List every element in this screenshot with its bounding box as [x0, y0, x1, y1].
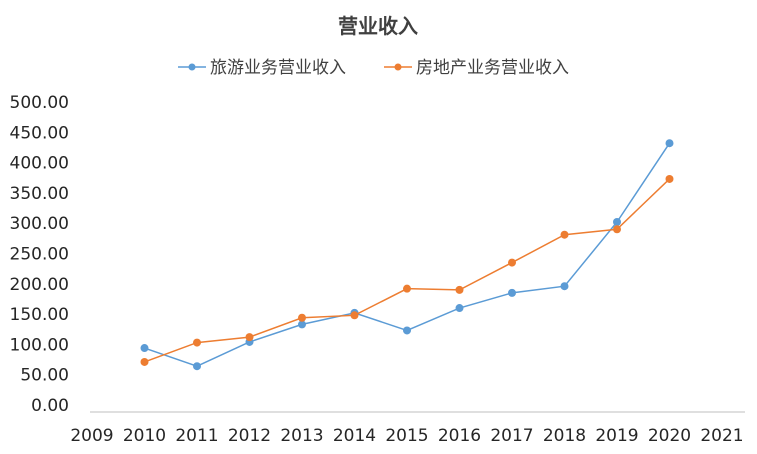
series-1-point: [560, 282, 569, 291]
x-tick-label: 2015: [385, 426, 428, 446]
series-2-point: [245, 333, 254, 342]
x-tick-label: 2010: [123, 426, 166, 446]
series-1-point: [613, 217, 621, 226]
series-2-line: [144, 178, 671, 363]
y-tick-label: 450.00: [10, 123, 69, 143]
x-tick-label: 2009: [70, 426, 113, 446]
series-2-point: [560, 230, 569, 239]
x-tick-label: 2019: [595, 426, 638, 446]
series-1-point: [665, 139, 674, 148]
y-tick-label: 150.00: [10, 305, 69, 325]
legend: 旅游业务营业收入 房地产业务营业收入: [178, 58, 569, 78]
series-2-point: [193, 338, 201, 347]
x-tick-label: 2012: [228, 426, 271, 446]
x-tick-label: 2013: [280, 426, 323, 446]
x-tick-label: 2016: [438, 426, 481, 446]
series-2-point: [403, 284, 411, 293]
series-2-point: [508, 258, 516, 267]
legend-series-2-label: 房地产业务营业收入: [416, 58, 569, 78]
y-tick-label: 200.00: [10, 275, 69, 295]
series-1-point: [140, 344, 149, 353]
series-1-point: [298, 320, 306, 329]
y-tick-label: 0.00: [31, 396, 69, 416]
y-tick-label: 350.00: [10, 184, 69, 204]
series-1-point: [193, 362, 201, 371]
x-tick-label: 2021: [700, 426, 743, 446]
series-1-point: [455, 304, 464, 313]
y-tick-label: 250.00: [10, 245, 69, 265]
legend-item-series-2: 房地产业务营业收入: [384, 58, 569, 78]
legend-series-2-marker: [394, 63, 402, 71]
x-tick-label: 2017: [490, 426, 533, 446]
plot-area: [140, 139, 674, 371]
y-axis: 0.00 50.00 100.00 150.00 200.00 250.00 300.00 3…: [10, 93, 69, 416]
x-tick-label: 2018: [543, 426, 586, 446]
legend-item-series-1: 旅游业务营业收入: [178, 58, 346, 78]
y-tick-label: 300.00: [10, 214, 69, 234]
y-tick-label: 100.00: [10, 335, 69, 355]
x-axis: 2009 2010 2011 2012 2013 2014 2015 2016 2017 2018…: [70, 411, 745, 446]
series-2-point: [140, 357, 149, 366]
y-tick-label: 50.00: [20, 366, 69, 386]
series-2-point: [455, 285, 464, 294]
series-1-point: [403, 326, 411, 335]
legend-series-1-label: 旅游业务营业收入: [210, 58, 346, 78]
series-1-point: [508, 288, 516, 297]
series-2-point: [298, 313, 306, 322]
series-2-point: [350, 311, 359, 320]
series-2-point: [613, 225, 621, 234]
y-tick-label: 500.00: [10, 93, 69, 113]
legend-series-1-marker: [188, 63, 196, 71]
x-tick-label: 2020: [648, 426, 691, 446]
y-tick-label: 400.00: [10, 154, 69, 174]
chart-title: 营业收入: [338, 14, 418, 38]
x-tick-label: 2014: [333, 426, 376, 446]
series-2-point: [665, 174, 674, 183]
x-tick-label: 2011: [175, 426, 218, 446]
